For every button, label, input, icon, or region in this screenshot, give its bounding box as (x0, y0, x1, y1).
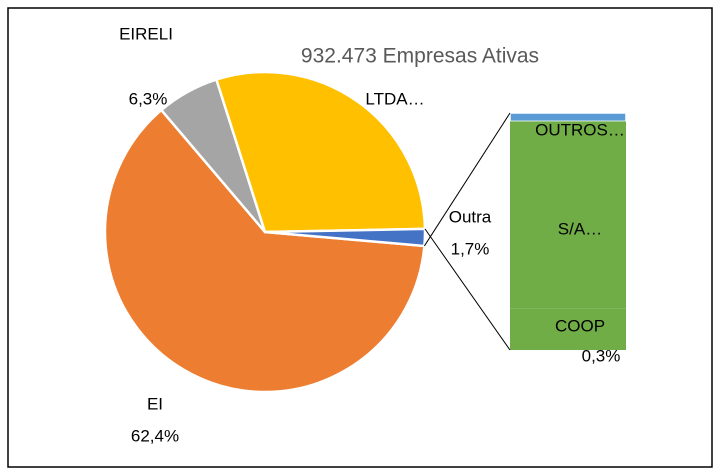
slice-label: LTDA… (365, 89, 424, 108)
pie-slice (103, 108, 426, 394)
chart-title: 932.473 Empresas Ativas (301, 45, 539, 68)
bar-segment (510, 308, 626, 350)
bar-value-label: 0,3% (582, 346, 621, 365)
slice-label: EIRELI (119, 24, 173, 43)
slice-label: Outra (449, 207, 492, 226)
slice-value-label: 1,7% (451, 239, 490, 258)
bar-label: COOP (555, 316, 605, 335)
bar-label: OUTROS… (535, 120, 625, 139)
slice-label: EI (147, 394, 163, 413)
connector-line (423, 112, 511, 247)
slice-value-label: 62,4% (131, 426, 179, 445)
bar-segment (510, 121, 626, 309)
connector-line (424, 228, 511, 351)
bar-label: S/A… (558, 219, 602, 238)
slice-value-label: 6,3% (129, 89, 168, 108)
pie-slice (214, 70, 427, 234)
